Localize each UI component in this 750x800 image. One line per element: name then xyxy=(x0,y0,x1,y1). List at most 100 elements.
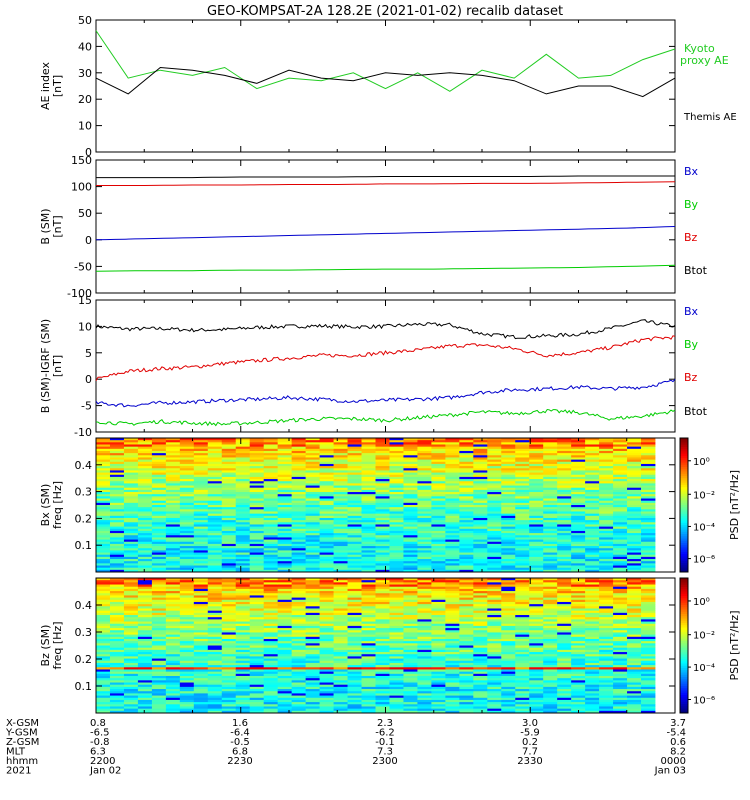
spectrogram-cell xyxy=(137,526,153,530)
spectrogram-cell xyxy=(431,507,446,510)
spectrogram-cell xyxy=(613,481,628,484)
spectrogram-cell xyxy=(109,673,125,677)
spectrogram-cell xyxy=(277,649,293,653)
spectrogram-cell xyxy=(585,444,600,448)
spectrogram-cell xyxy=(557,479,572,482)
spectrogram-cell xyxy=(96,641,111,644)
spectrogram-cell xyxy=(473,706,488,710)
spectrogram-cell xyxy=(96,643,111,646)
spectrogram-cell xyxy=(333,634,348,638)
spectrogram-cell xyxy=(123,526,139,530)
spectrogram-cell xyxy=(459,561,474,564)
spectrogram-cell xyxy=(249,686,265,690)
spectrogram-cell xyxy=(417,599,432,603)
spectrogram-cell xyxy=(347,546,362,549)
spectrogram-cell xyxy=(543,500,558,504)
spectrogram-cell xyxy=(361,645,376,649)
spectrogram-cell xyxy=(599,539,614,543)
spectrogram-cell xyxy=(571,455,586,458)
spectrogram-cell xyxy=(557,608,572,612)
spectrogram-cell xyxy=(571,511,586,515)
spectrogram-cell xyxy=(529,509,544,512)
spectrogram-cell xyxy=(613,509,628,512)
spectrogram-cell xyxy=(375,689,390,692)
spectrogram-cell xyxy=(557,494,572,497)
spectrogram-cell xyxy=(403,455,418,458)
spectrogram-cell xyxy=(417,550,432,553)
spectrogram-cell xyxy=(487,561,502,564)
spectrogram-cell xyxy=(515,710,530,714)
spectrogram-cell xyxy=(123,632,139,636)
spectrogram-cell xyxy=(557,675,572,679)
spectrogram-cell xyxy=(291,526,307,530)
spectrogram-cell xyxy=(96,591,111,594)
spectrogram-cell xyxy=(389,593,404,596)
spectrogram-cell xyxy=(207,689,223,692)
spectrogram-cell xyxy=(263,509,279,512)
spectrogram-cell xyxy=(417,610,432,614)
spectrogram-cell xyxy=(235,586,251,590)
spectrogram-cell xyxy=(431,461,446,465)
spectrogram-cell xyxy=(179,550,195,553)
spectrogram-cell xyxy=(417,654,432,657)
spectrogram-cell xyxy=(305,543,321,547)
spectrogram-cell xyxy=(375,530,390,534)
spectrogram-cell xyxy=(235,567,251,571)
spectrogram-cell xyxy=(137,604,153,607)
spectrogram-cell xyxy=(543,440,558,443)
spectrogram-cell xyxy=(96,588,111,592)
spectrogram-cell xyxy=(207,468,223,471)
spectrogram-cell xyxy=(221,682,237,686)
spectrogram-cell xyxy=(361,675,376,679)
spectrogram-cell xyxy=(249,548,265,551)
spectrogram-cell xyxy=(557,546,572,549)
spectrogram-cell xyxy=(515,691,530,694)
spectrogram-cell xyxy=(123,699,139,703)
spectrogram-cell xyxy=(221,502,237,506)
spectrogram-cell xyxy=(473,708,488,712)
spectrogram-cell xyxy=(319,591,334,594)
spectrogram-cell xyxy=(585,606,600,609)
spectrogram-cell xyxy=(151,455,167,458)
spectrogram-cell xyxy=(473,678,488,681)
spectrogram-cell xyxy=(515,515,530,519)
spectrogram-cell xyxy=(487,608,502,612)
spectrogram-cell xyxy=(123,610,139,614)
spectrogram-cell xyxy=(305,466,321,469)
spectrogram-cell xyxy=(459,680,474,683)
spectrogram-cell xyxy=(459,675,474,679)
spectrogram-cell xyxy=(193,595,209,598)
spectrogram-cell xyxy=(235,678,251,681)
spectrogram-cell xyxy=(487,455,502,458)
spectrogram-cell xyxy=(179,563,195,566)
spectrogram-cell xyxy=(515,689,530,692)
spectrogram-cell xyxy=(501,505,516,508)
spectrogram-cell xyxy=(543,468,558,471)
spectrogram-cell xyxy=(109,513,125,517)
spectrogram-cell xyxy=(641,507,656,510)
spectrogram-cell xyxy=(459,455,474,458)
spectrogram-cell xyxy=(417,500,432,504)
colorbar-step xyxy=(680,549,688,553)
spectrogram-cell xyxy=(501,537,516,540)
spectrogram-cell xyxy=(487,686,502,690)
spectrogram-cell xyxy=(263,502,279,506)
spectrogram-cell xyxy=(487,615,502,618)
spectrogram-cell xyxy=(627,479,642,482)
spectrogram-cell xyxy=(123,528,139,532)
spectrogram-cell xyxy=(389,472,404,476)
spectrogram-cell xyxy=(417,543,432,547)
spectrogram-cell xyxy=(361,658,376,662)
spectrogram-cell xyxy=(389,509,404,512)
spectrogram-cell xyxy=(305,463,321,467)
spectrogram-cell xyxy=(487,559,502,562)
spectrogram-cell xyxy=(221,515,237,519)
spectrogram-cell xyxy=(179,595,195,598)
spectrogram-cell xyxy=(627,511,642,515)
spectrogram-cell xyxy=(557,628,572,631)
spectrogram-cell xyxy=(151,487,167,491)
spectrogram-cell xyxy=(361,608,376,612)
spectrogram-cell xyxy=(207,710,223,714)
spectrogram-cell xyxy=(123,654,139,657)
spectrogram-cell xyxy=(221,487,237,491)
